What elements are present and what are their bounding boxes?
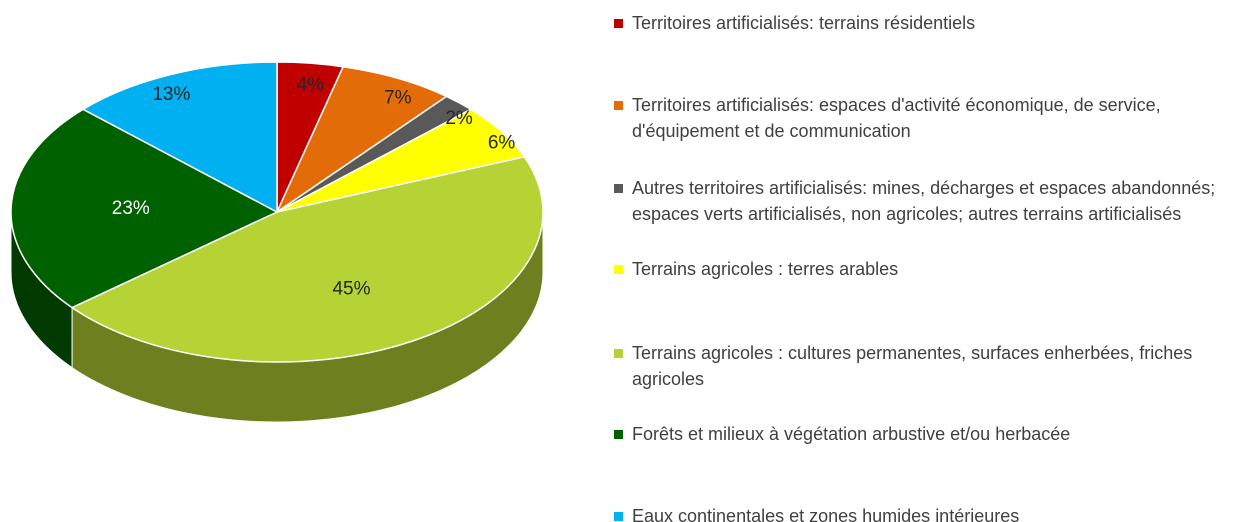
data-label: 6% bbox=[488, 133, 516, 154]
data-label: 45% bbox=[332, 278, 370, 299]
legend-swatch bbox=[614, 265, 623, 274]
legend-item: Eaux continentales et zones humides inté… bbox=[614, 503, 1234, 522]
legend-label: Terrains agricoles : cultures permanente… bbox=[632, 343, 1193, 389]
legend-item: Terrains agricoles : terres arables bbox=[614, 256, 1234, 282]
legend-label: Eaux continentales et zones humides inté… bbox=[632, 506, 1020, 522]
legend-label: Forêts et milieux à végétation arbustive… bbox=[632, 424, 1071, 444]
legend-swatch bbox=[614, 512, 623, 521]
slice bbox=[10, 108, 279, 309]
data-label: 7% bbox=[384, 87, 412, 108]
legend-swatch bbox=[614, 19, 623, 28]
legend-item: Autres territoires artificialisés: mines… bbox=[614, 175, 1234, 227]
legend-swatch bbox=[614, 430, 623, 439]
slice bbox=[70, 155, 544, 363]
data-label: 23% bbox=[112, 198, 150, 219]
legend-label: Terrains agricoles : terres arables bbox=[632, 259, 899, 279]
legend-label: Territoires artificialisés: espaces d'ac… bbox=[632, 95, 1161, 141]
legend-swatch bbox=[614, 349, 623, 358]
legend-swatch bbox=[614, 184, 623, 193]
legend-label: Autres territoires artificialisés: mines… bbox=[632, 178, 1216, 224]
legend-item: Terrains agricoles : cultures permanente… bbox=[614, 340, 1234, 392]
pie-area: 4% 7% 2% 6% 45% 23% 13% bbox=[10, 61, 544, 423]
legend-item: Territoires artificialisés: espaces d'ac… bbox=[614, 92, 1234, 144]
data-label: 13% bbox=[152, 84, 190, 105]
slice bbox=[275, 65, 449, 215]
legend-swatch bbox=[614, 101, 623, 110]
data-label: 2% bbox=[445, 108, 473, 129]
legend-item: Forêts et milieux à végétation arbustive… bbox=[614, 421, 1234, 447]
slice bbox=[81, 61, 278, 214]
legend-label: Territoires artificialisés: terrains rés… bbox=[632, 13, 976, 33]
data-label: 4% bbox=[297, 75, 325, 96]
legend-item: Territoires artificialisés: terrains rés… bbox=[614, 10, 1234, 36]
